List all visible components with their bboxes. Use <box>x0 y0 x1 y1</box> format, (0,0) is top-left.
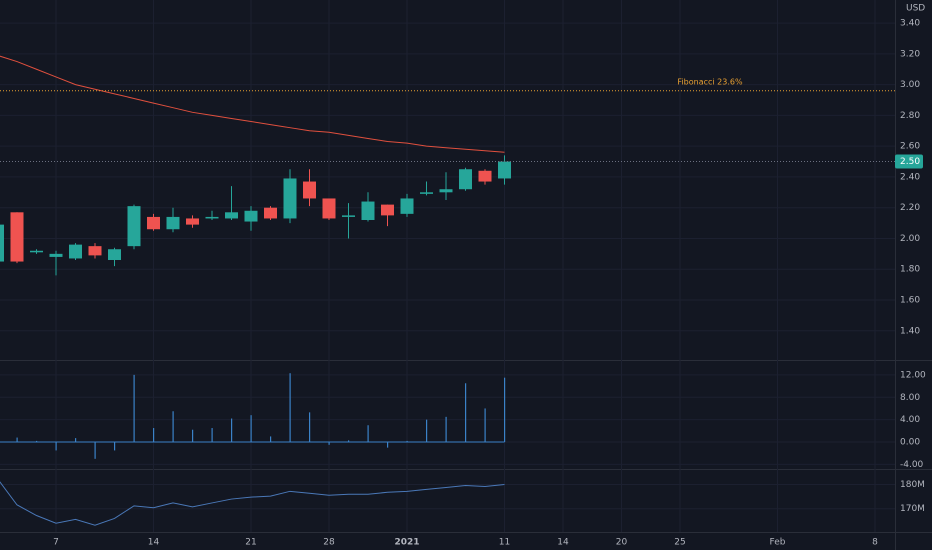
candle-body <box>283 178 297 219</box>
histogram-bar <box>426 419 428 443</box>
x-tick-label: 7 <box>53 538 59 548</box>
histogram-bar <box>114 442 116 451</box>
histogram-bar <box>445 416 447 443</box>
y-tick-label: 2.80 <box>900 111 920 121</box>
candle-body <box>49 253 63 257</box>
x-tick-label: 21 <box>245 538 256 548</box>
histogram-bar <box>387 442 389 448</box>
candle-body <box>264 207 277 219</box>
candle-body <box>478 170 492 182</box>
candle-body <box>88 246 102 256</box>
candle-body <box>322 198 336 219</box>
x-tick-label: 2021 <box>394 538 419 548</box>
candle-body <box>30 250 43 253</box>
candle-body <box>225 212 238 219</box>
y-tick-label: 3.40 <box>900 19 920 29</box>
y-tick-label: 3.00 <box>900 80 920 90</box>
histogram-bar <box>36 440 38 443</box>
x-tick-label: 28 <box>323 538 335 548</box>
y-tick-label: 2.60 <box>900 142 920 152</box>
histogram-bar <box>367 425 369 443</box>
candle-body <box>0 224 4 262</box>
candle-body <box>186 218 199 225</box>
y-tick-label: 2.00 <box>900 234 920 244</box>
y-tick-label: 3.20 <box>900 49 920 59</box>
y-tick-label: 0.00 <box>900 438 920 448</box>
histogram-bar <box>504 377 506 443</box>
candle-body <box>361 201 375 220</box>
x-tick-label: Feb <box>770 538 786 548</box>
y-tick-label: 1.60 <box>900 296 920 306</box>
candle-body <box>10 212 24 262</box>
x-tick-label: 14 <box>148 538 160 548</box>
histogram-bar <box>309 412 311 443</box>
histogram-bar <box>172 411 174 443</box>
histogram-bar <box>231 418 233 443</box>
y-tick-label: 180M <box>900 480 925 490</box>
histogram-bar <box>16 437 18 443</box>
candle-body <box>439 189 453 193</box>
x-tick-label: 20 <box>616 538 628 548</box>
candle-body <box>381 204 394 216</box>
last-price-label: 2.50 <box>900 157 920 167</box>
histogram-bar <box>211 428 213 443</box>
histogram-bar <box>289 373 291 443</box>
y-tick-label: 1.40 <box>900 326 920 336</box>
y-tick-label: 2.20 <box>900 203 920 213</box>
candle-body <box>420 192 433 194</box>
currency-label: USD <box>906 4 925 14</box>
candle-body <box>205 216 219 219</box>
y-tick-label: 8.00 <box>900 393 920 403</box>
histogram-bar <box>250 415 252 443</box>
histogram-bar <box>328 442 330 445</box>
x-tick-label: 11 <box>499 538 510 548</box>
histogram-bar <box>75 438 77 443</box>
x-tick-label: 8 <box>872 538 878 548</box>
y-tick-label: -4.00 <box>900 460 924 470</box>
x-tick-label: 25 <box>674 538 685 548</box>
histogram-bar <box>55 442 57 451</box>
histogram-bar <box>348 440 350 443</box>
last-price-tag <box>895 154 923 169</box>
y-tick-label: 170M <box>900 504 925 514</box>
candle-body <box>147 216 160 230</box>
candle-body <box>108 249 121 260</box>
candle-body <box>459 169 472 190</box>
histogram-bar <box>484 408 486 443</box>
histogram-bar <box>270 436 272 443</box>
histogram-bar <box>133 374 135 443</box>
candle-body <box>498 161 511 179</box>
indicator-line <box>0 481 505 526</box>
histogram-bar <box>465 383 467 443</box>
histogram-bar <box>406 440 408 443</box>
candle-body <box>342 215 355 217</box>
candle-body <box>303 181 316 199</box>
candle-body <box>127 206 141 247</box>
y-tick-label: 2.40 <box>900 172 920 182</box>
candle-body <box>400 198 414 214</box>
y-tick-label: 12.00 <box>900 370 926 380</box>
candle-body <box>244 210 258 222</box>
moving-average-line <box>0 55 505 153</box>
y-tick-label: 4.00 <box>900 415 920 425</box>
fibonacci-label: Fibonacci 23.6% <box>677 77 743 86</box>
y-tick-label: 1.80 <box>900 265 920 275</box>
histogram-bar <box>94 442 96 459</box>
candle-body <box>69 244 82 259</box>
histogram-bar <box>192 429 194 443</box>
x-tick-label: 14 <box>557 538 569 548</box>
histogram-bar <box>153 428 155 443</box>
candle-body <box>166 216 180 230</box>
